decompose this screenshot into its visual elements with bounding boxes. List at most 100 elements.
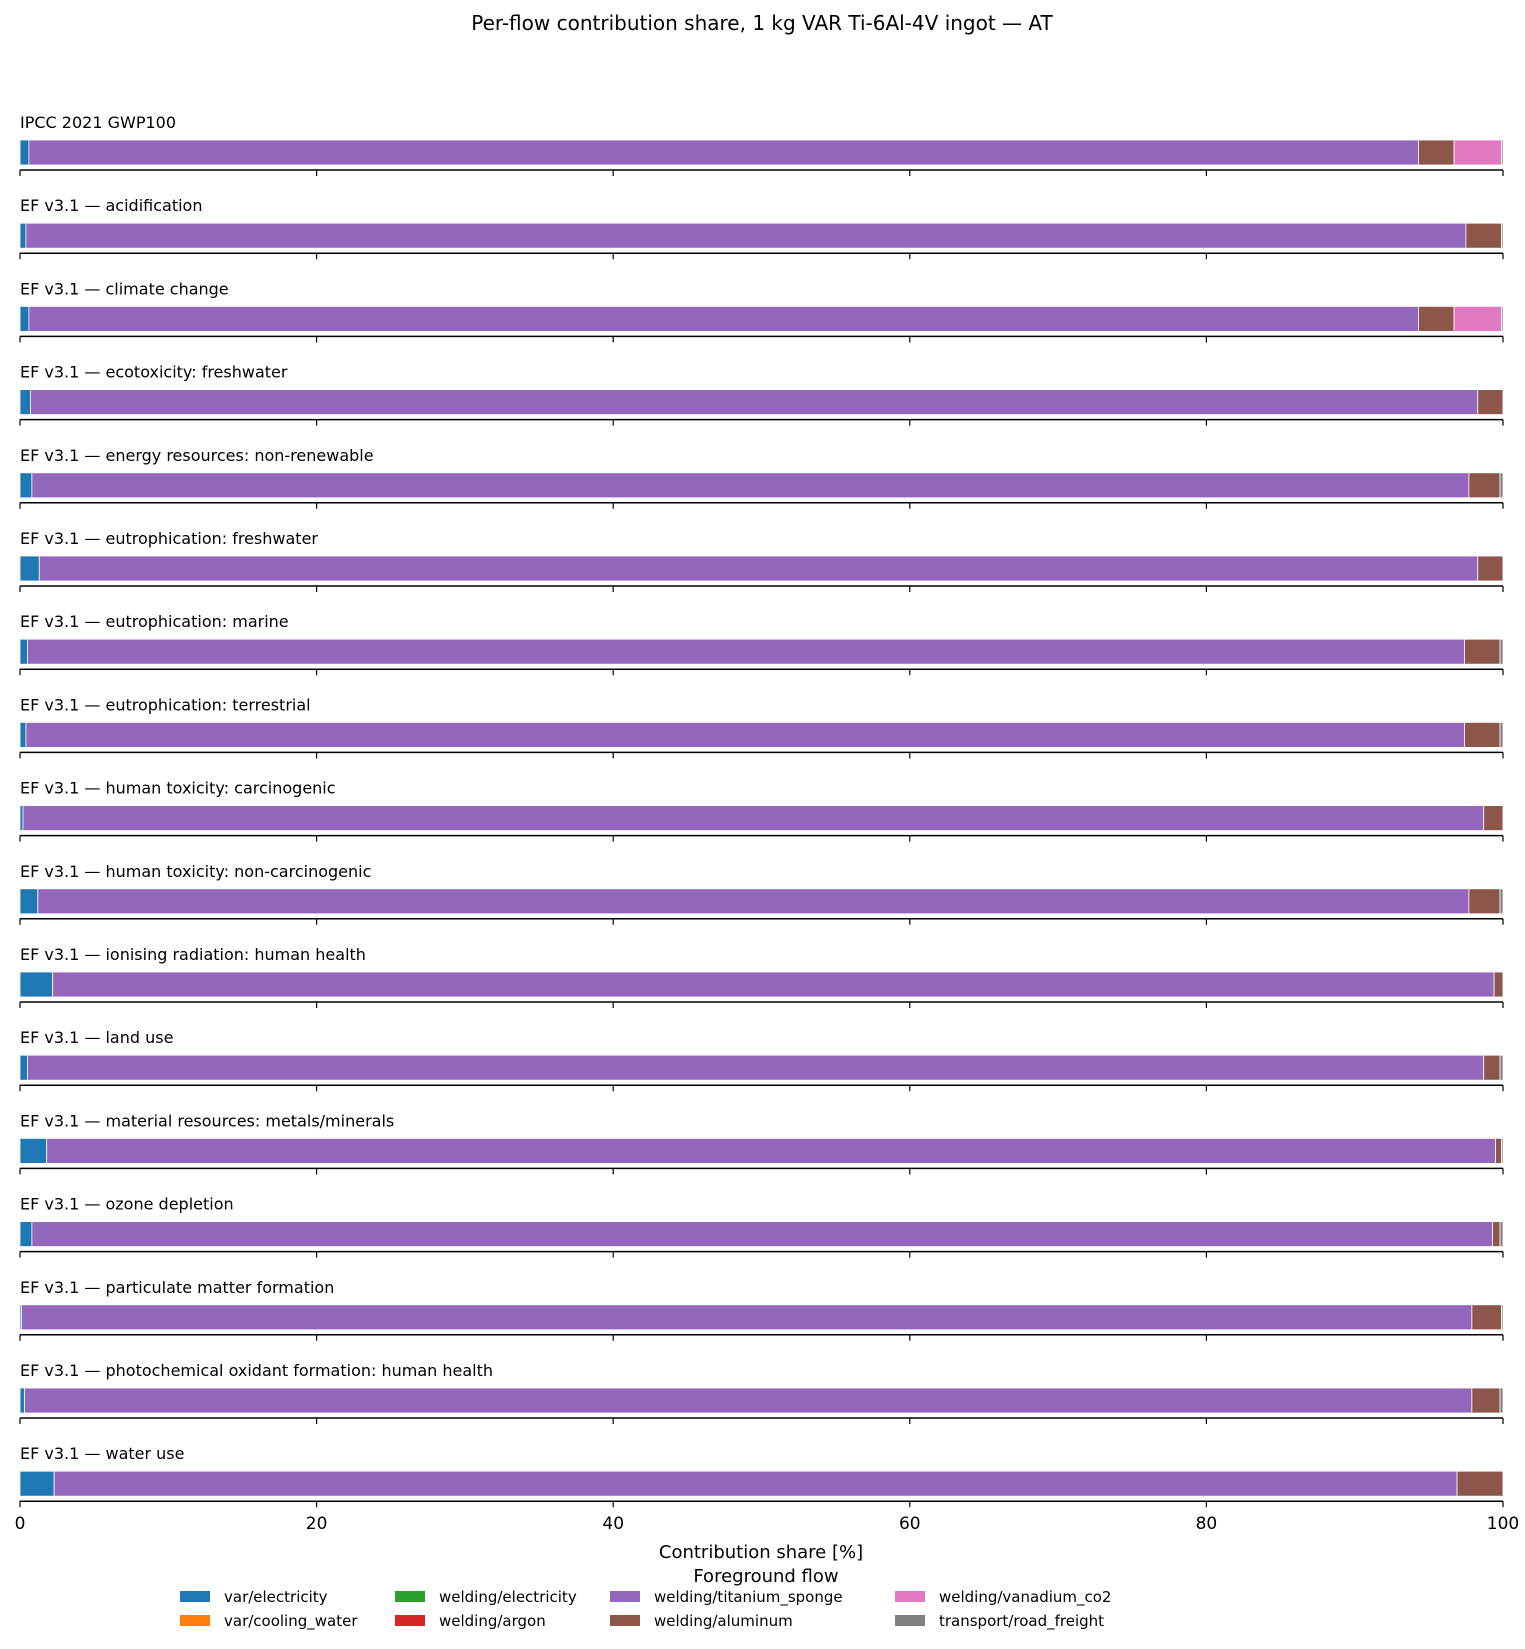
bar-segment — [37, 888, 1470, 915]
legend-swatch — [180, 1615, 210, 1626]
panel-label: EF v3.1 — ecotoxicity: freshwater — [20, 363, 288, 382]
bar-segment — [19, 305, 30, 332]
x-axis: 0 20 40 60 80 100 — [15, 1514, 1520, 1534]
bar-segment — [1499, 1387, 1504, 1414]
legend-label: welding/aluminum — [654, 1612, 793, 1630]
bar-segment — [25, 222, 1467, 249]
panel-label: EF v3.1 — energy resources: non-renewabl… — [20, 446, 374, 465]
bar-segment — [1418, 305, 1455, 332]
bar-segment — [1468, 888, 1501, 915]
panel-label: EF v3.1 — ionising radiation: human heal… — [20, 945, 366, 964]
x-tick-label: 40 — [602, 1514, 624, 1534]
panel-5: EF v3.1 — eutrophication: freshwater — [19, 529, 1504, 592]
bar-segment — [21, 1304, 1473, 1331]
bar-segment — [38, 555, 1479, 582]
panel-2: EF v3.1 — climate change — [19, 279, 1504, 343]
legend-swatch — [395, 1591, 425, 1602]
bar-segment — [19, 971, 54, 998]
panel-3: EF v3.1 — ecotoxicity: freshwater — [19, 363, 1504, 426]
bar-segment — [1468, 472, 1501, 499]
bar-segment — [19, 222, 27, 249]
panel-6: EF v3.1 — eutrophication: marine — [19, 612, 1504, 676]
bar-segment — [27, 1054, 1485, 1081]
legend-item: welding/argon — [395, 1612, 546, 1630]
panel-label: EF v3.1 — human toxicity: carcinogenic — [20, 779, 336, 798]
panel-label: EF v3.1 — eutrophication: freshwater — [20, 529, 318, 548]
x-tick-label: 0 — [15, 1514, 26, 1534]
panel-label: EF v3.1 — human toxicity: non-carcinogen… — [20, 862, 371, 881]
panel-14: EF v3.1 — particulate matter formation — [19, 1278, 1504, 1341]
bar-segment — [1418, 139, 1455, 166]
bar-segment — [52, 971, 1495, 998]
bar-segment — [1499, 888, 1504, 915]
bar-segment — [1501, 139, 1504, 166]
legend-label: welding/electricity — [439, 1588, 577, 1606]
panel-8: EF v3.1 — human toxicity: carcinogenic — [19, 779, 1504, 842]
bar-segment — [24, 1387, 1473, 1414]
panel-11: EF v3.1 — land use — [19, 1028, 1504, 1092]
bar-segment — [1471, 1387, 1501, 1414]
x-axis-label: Contribution share [%] — [659, 1542, 863, 1563]
panel-label: EF v3.1 — water use — [20, 1444, 184, 1463]
bar-segment — [1493, 971, 1504, 998]
legend-swatch — [895, 1591, 925, 1602]
legend-item: welding/electricity — [395, 1588, 577, 1606]
bar-segment — [1499, 722, 1504, 748]
bar-segment — [1499, 1221, 1504, 1247]
bar-segment — [1495, 1138, 1502, 1164]
bar-segment — [19, 389, 31, 416]
bar-segment — [19, 638, 28, 665]
bar-segment — [19, 1387, 25, 1414]
panel-1: EF v3.1 — acidification — [19, 196, 1504, 260]
bar-segment — [19, 888, 39, 915]
panel-label: EF v3.1 — acidification — [20, 196, 202, 215]
bar-segment — [1456, 1470, 1504, 1497]
panel-9: EF v3.1 — human toxicity: non-carcinogen… — [19, 862, 1504, 925]
bar-segment — [19, 805, 24, 831]
bar-segment — [31, 1221, 1494, 1247]
legend-item: welding/vanadium_co2 — [895, 1588, 1111, 1607]
bar-segment — [27, 638, 1465, 665]
bar-segment — [22, 805, 1485, 831]
bar-segment — [1501, 305, 1504, 332]
legend-item: welding/titanium_sponge — [610, 1588, 843, 1607]
legend-item: welding/aluminum — [610, 1612, 793, 1630]
legend-label: var/cooling_water — [224, 1612, 358, 1631]
panel-7: EF v3.1 — eutrophication: terrestrial — [19, 695, 1504, 759]
bar-segment — [25, 722, 1465, 748]
panel-label: EF v3.1 — climate change — [20, 279, 229, 298]
panels-group: IPCC 2021 GWP100 EF v3.1 — acidification E… — [19, 113, 1504, 1508]
x-tick-label: 80 — [1196, 1514, 1218, 1534]
bar-segment — [19, 555, 40, 582]
bar-segment — [1477, 555, 1504, 582]
panel-label: EF v3.1 — ozone depletion — [20, 1195, 234, 1214]
legend-title: Foreground flow — [693, 1566, 838, 1587]
bar-segment — [19, 472, 33, 499]
legend-item: var/cooling_water — [180, 1612, 358, 1631]
bar-segment — [31, 472, 1470, 499]
bar-segment — [1483, 805, 1504, 831]
x-tick-label: 20 — [306, 1514, 328, 1534]
bar-segment — [19, 1054, 28, 1081]
legend-swatch — [610, 1615, 640, 1626]
panel-13: EF v3.1 — ozone depletion — [19, 1195, 1504, 1258]
panel-label: EF v3.1 — particulate matter formation — [20, 1278, 334, 1297]
legend-item: transport/road_freight — [895, 1612, 1104, 1631]
panel-label: EF v3.1 — eutrophication: terrestrial — [20, 695, 311, 714]
bar-segment — [28, 305, 1419, 332]
bar-segment — [29, 389, 1479, 416]
panel-0: IPCC 2021 GWP100 — [19, 113, 1504, 176]
panel-label: IPCC 2021 GWP100 — [20, 113, 176, 132]
bar-segment — [19, 1138, 48, 1164]
legend-swatch — [180, 1591, 210, 1602]
bar-segment — [1501, 222, 1504, 249]
bar-segment — [46, 1138, 1496, 1164]
legend-label: transport/road_freight — [939, 1612, 1104, 1631]
panel-label: EF v3.1 — material resources: metals/min… — [20, 1111, 394, 1130]
legend-swatch — [895, 1615, 925, 1626]
panel-4: EF v3.1 — energy resources: non-renewabl… — [19, 446, 1504, 509]
bar-segment — [1499, 472, 1504, 499]
bar-segment — [1465, 222, 1502, 249]
